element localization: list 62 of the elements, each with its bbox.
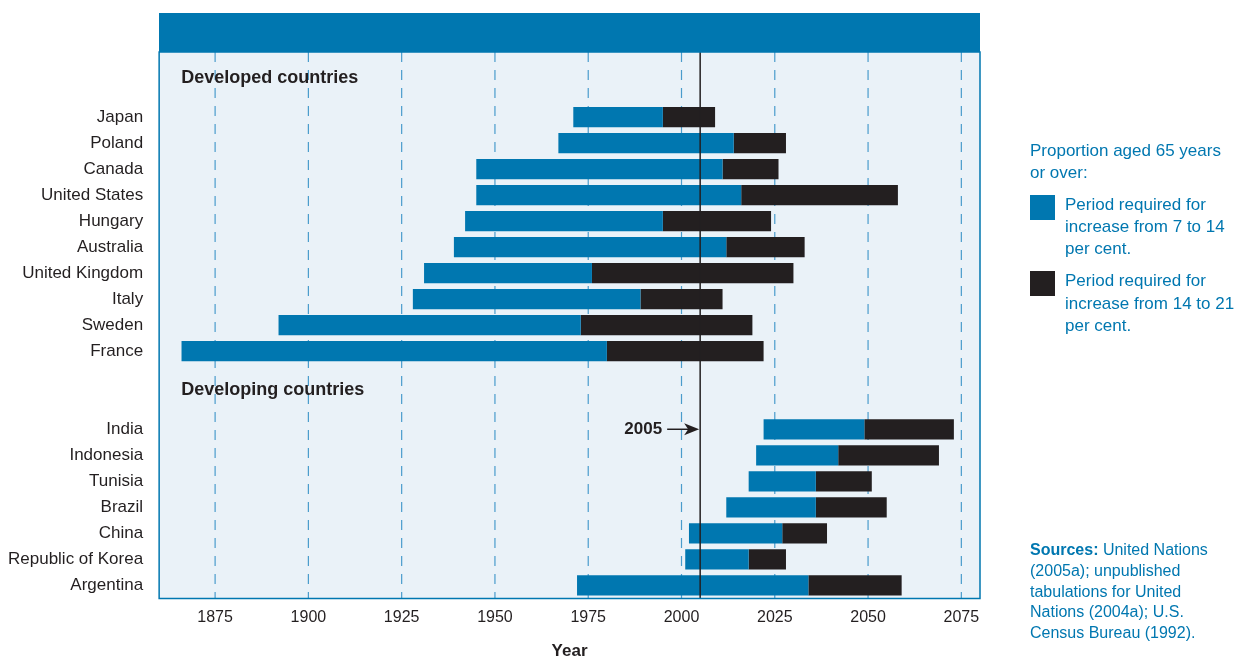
y-tick-label: Hungary [78, 210, 144, 230]
bar [726, 497, 816, 518]
legend-label: Period required for increase from 7 to 14 per cent. [1065, 194, 1226, 261]
y-tick-label: Brazil [100, 497, 144, 517]
legend-title: Proportion aged 65 years or over: [1030, 140, 1222, 185]
bar [741, 184, 898, 206]
x-tick-label: 1900 [290, 608, 327, 626]
y-tick-label: Australia [77, 236, 144, 256]
bar [815, 497, 887, 518]
bar [722, 158, 779, 180]
x-tick-label: 1975 [570, 608, 607, 626]
y-tick-label: Japan [96, 106, 144, 126]
bar [763, 419, 865, 440]
y-tick-label: Indonesia [69, 444, 144, 464]
legend-label: Period required for increase from 14 to 21 per cent. [1065, 270, 1235, 337]
x-tick-label: 2000 [663, 608, 700, 626]
y-tick-label: Canada [83, 158, 144, 178]
y-tick-label: India [106, 418, 144, 438]
x-tick-label: 1925 [383, 608, 420, 626]
x-tick-label: 2075 [943, 608, 980, 626]
y-tick-label: Poland [90, 132, 144, 152]
source-note: Sources: United Nations (2005a); unpublished tabulations for United Nations (2004a); U.S. Census Bureau (1992). [1030, 540, 1209, 644]
bar [181, 341, 607, 362]
x-axis-title: Year [551, 641, 588, 661]
y-tick-label: China [98, 523, 144, 543]
annotation: Developed countries [181, 66, 359, 87]
bar [412, 289, 641, 310]
annotation: Developing countries [181, 379, 365, 400]
bar [864, 419, 954, 440]
y-tick-label: United States [41, 184, 144, 204]
x-tick-label: 2050 [850, 608, 886, 626]
ref-line-label: 2005 [624, 418, 663, 438]
y-tick-label: Tunisia [88, 471, 144, 490]
bar [558, 132, 734, 154]
y-tick-label: United Kingdom [22, 262, 144, 282]
bar [577, 575, 809, 596]
y-tick-label: Republic of Korea [8, 549, 144, 569]
bar [748, 549, 786, 570]
bar [688, 523, 783, 544]
bar [278, 315, 581, 336]
x-tick-label: 1950 [477, 608, 513, 626]
bar [424, 263, 592, 284]
bar [838, 445, 939, 466]
y-tick-label: Sweden [81, 314, 144, 334]
bar [453, 237, 727, 258]
bar [685, 549, 749, 570]
bar [782, 523, 828, 544]
bar [733, 132, 786, 154]
bar [756, 445, 839, 466]
bar [726, 237, 805, 258]
y-tick-label: Argentina [70, 575, 144, 595]
bar [465, 210, 663, 232]
bar [748, 471, 816, 492]
y-tick-label: France [90, 340, 144, 360]
x-tick-label: 2025 [756, 608, 793, 626]
x-tick-label: 1875 [197, 608, 233, 626]
bar [573, 106, 663, 128]
bar [808, 575, 902, 596]
bar [476, 184, 742, 206]
bar [476, 158, 723, 180]
bar [815, 471, 872, 492]
y-tick-label: Italy [111, 288, 144, 308]
